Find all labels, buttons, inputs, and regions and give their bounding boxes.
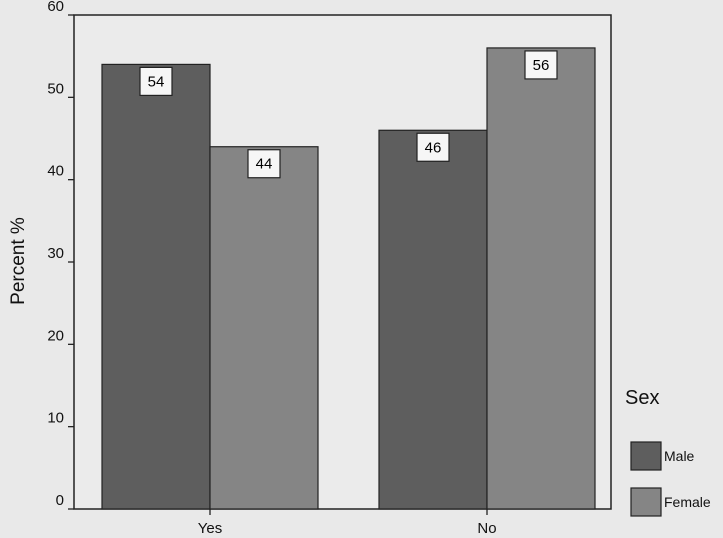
x-tick-label: No bbox=[477, 520, 496, 537]
data-label: 56 bbox=[533, 57, 550, 74]
bar-female-no bbox=[486, 47, 596, 510]
plot-area: 54 44 46 56 bbox=[73, 14, 612, 510]
data-label-box bbox=[416, 132, 450, 162]
y-tick-label: 40 bbox=[47, 163, 64, 180]
y-tick-label: 50 bbox=[47, 80, 64, 97]
data-label: 44 bbox=[256, 156, 273, 173]
legend-swatch-male bbox=[630, 441, 662, 471]
y-tick-label: 20 bbox=[47, 327, 64, 344]
bar-female-yes bbox=[209, 146, 319, 510]
legend-swatch-female bbox=[630, 487, 662, 517]
x-axis: Yes No bbox=[198, 509, 497, 537]
bar-male-no bbox=[378, 129, 488, 510]
y-tick-label: 60 bbox=[47, 0, 64, 15]
y-tick-label: 10 bbox=[47, 410, 64, 427]
data-label-box bbox=[139, 66, 173, 97]
legend-title: Sex bbox=[625, 387, 659, 409]
x-tick-label: Yes bbox=[198, 520, 222, 537]
data-label-box bbox=[524, 50, 558, 80]
data-label: 46 bbox=[425, 139, 442, 156]
data-label: 54 bbox=[148, 73, 165, 90]
y-axis: 0 10 20 30 40 50 60 bbox=[47, 0, 74, 510]
data-label-box bbox=[247, 149, 281, 179]
bar-male-yes bbox=[101, 63, 211, 510]
y-tick-label: 30 bbox=[47, 245, 64, 262]
legend: Sex Male Female bbox=[625, 387, 711, 517]
y-tick-label: 0 bbox=[56, 492, 64, 509]
legend-label-female: Female bbox=[664, 494, 711, 510]
legend-label-male: Male bbox=[664, 448, 695, 464]
y-axis-title: Percent % bbox=[8, 217, 29, 305]
